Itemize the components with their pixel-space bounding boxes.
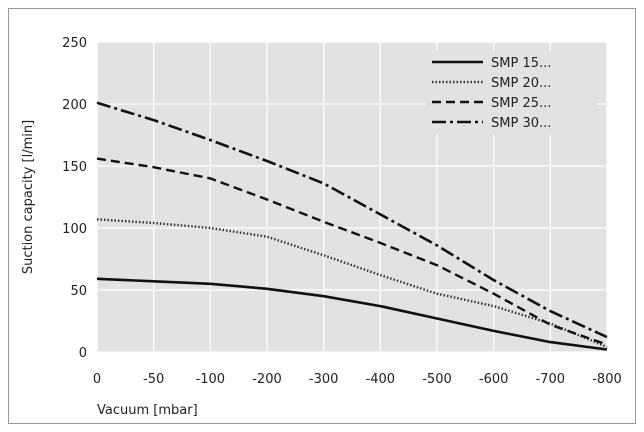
legend-label: SMP 30... (491, 116, 551, 131)
legend-box (425, 51, 597, 135)
y-tick-label: 0 (79, 346, 87, 361)
y-tick-label: 50 (70, 284, 87, 299)
x-tick-label: -600 (479, 372, 509, 387)
y-tick-label: 250 (62, 36, 87, 51)
y-axis-label: Suction capacity [l/min] (21, 120, 36, 274)
legend-label: SMP 15... (491, 56, 551, 71)
legend-label: SMP 20... (491, 76, 551, 91)
x-tick-label: -500 (422, 372, 452, 387)
legend: SMP 15... SMP 20... SMP 25... SMP 30... (425, 51, 597, 135)
series-line (96, 218, 608, 349)
legend-label: SMP 25... (491, 96, 551, 111)
x-tick-label: -700 (536, 372, 566, 387)
x-tick-label: -200 (252, 372, 282, 387)
y-tick-label: 150 (62, 160, 87, 175)
x-tick-label: -100 (196, 372, 226, 387)
x-tick-label: -800 (592, 372, 622, 387)
x-axis-label: Vacuum [mbar] (97, 403, 198, 418)
x-tick-label: -400 (366, 372, 396, 387)
series-line (96, 101, 608, 339)
x-tick-label: -300 (309, 372, 339, 387)
y-tick-label: 200 (62, 98, 87, 113)
x-tick-label: -50 (143, 372, 164, 387)
series-line (96, 157, 608, 346)
series-layer (96, 101, 608, 351)
y-tick-label: 100 (62, 222, 87, 237)
chart-frame (8, 8, 636, 424)
tick-labels: 0 -50 -100 -200 -300 -400 -500 -600 -700 -800 0 50 1… (62, 36, 622, 387)
x-tick-label: 0 (93, 372, 101, 387)
series-line (96, 277, 608, 351)
